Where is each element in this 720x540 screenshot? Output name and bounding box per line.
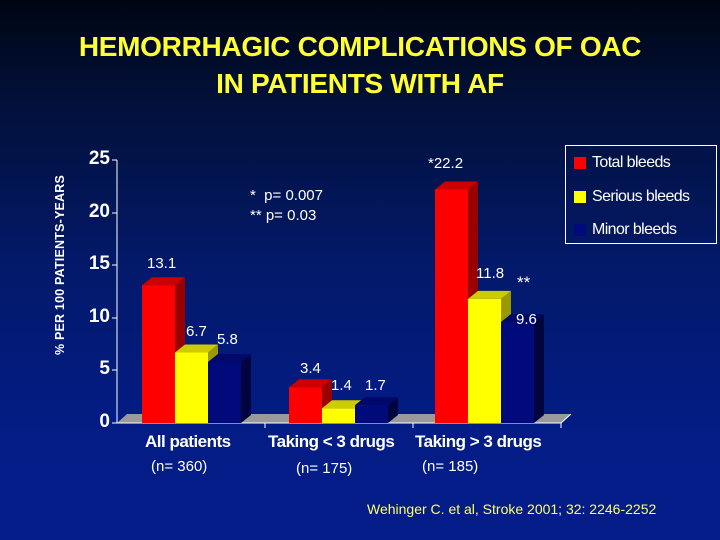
value-label: *22.2 xyxy=(428,155,464,172)
bar-minor-bleeds xyxy=(501,314,544,423)
legend-label: Total bleeds xyxy=(592,154,671,171)
legend-swatch-red xyxy=(574,157,586,169)
chart-title: HEMORRHAGIC COMPLICATIONS OF OAC IN PATI… xyxy=(0,28,720,102)
value-label: 1.7 xyxy=(365,377,386,394)
category-label-gt3-drugs: Taking > 3 drugs xyxy=(415,432,542,451)
category-n-lt3-drugs: (n= 175) xyxy=(296,460,353,477)
category-n-gt3-drugs: (n= 185) xyxy=(422,458,479,475)
value-label: 5.8 xyxy=(217,331,238,348)
value-label: 3.4 xyxy=(300,360,321,377)
bars-group xyxy=(142,181,544,423)
stat-note-p007: * p= 0.007 xyxy=(250,187,323,204)
category-label-all-patients: All patients xyxy=(145,432,231,451)
chart-title-line2: IN PATIENTS WITH AF xyxy=(216,68,504,99)
value-label: 9.6 xyxy=(516,311,537,328)
y-tick-20: 20 xyxy=(88,201,110,222)
bar-minor-bleeds xyxy=(355,397,398,423)
double-star-annotation: ** xyxy=(517,273,531,292)
legend-swatch-yellow xyxy=(574,191,586,203)
citation-reference: Wehinger C. et al, Stroke 2001; 32: 2246… xyxy=(367,501,657,517)
value-label: 6.7 xyxy=(186,323,207,340)
y-axis xyxy=(112,159,118,424)
y-tick-0: 0 xyxy=(99,411,110,432)
category-n-all-patients: (n= 360) xyxy=(151,458,208,475)
value-label: 11.8 xyxy=(476,265,505,282)
legend-item-minor-bleeds: Minor bleeds xyxy=(574,221,677,239)
value-label: 13.1 xyxy=(147,255,177,272)
y-tick-5: 5 xyxy=(99,358,110,379)
legend-swatch-navy xyxy=(574,224,586,236)
value-label: 1.4 xyxy=(331,377,352,394)
legend-item-total-bleeds: Total bleeds xyxy=(574,154,671,172)
y-tick-10: 10 xyxy=(88,306,110,327)
chart-title-line1: HEMORRHAGIC COMPLICATIONS OF OAC xyxy=(78,31,642,62)
category-label-lt3-drugs: Taking < 3 drugs xyxy=(268,432,395,451)
legend-label: Serious bleeds xyxy=(592,188,690,205)
stat-note-p003: ** p= 0.03 xyxy=(250,207,317,224)
y-tick-15: 15 xyxy=(88,253,110,274)
chart-legend: Total bleeds Serious bleeds Minor bleeds xyxy=(565,145,717,244)
legend-label: Minor bleeds xyxy=(592,221,677,238)
y-tick-25: 25 xyxy=(88,148,110,169)
bar-minor-bleeds xyxy=(208,353,251,423)
bar-total-bleeds xyxy=(142,277,185,423)
legend-item-serious-bleeds: Serious bleeds xyxy=(574,188,690,206)
